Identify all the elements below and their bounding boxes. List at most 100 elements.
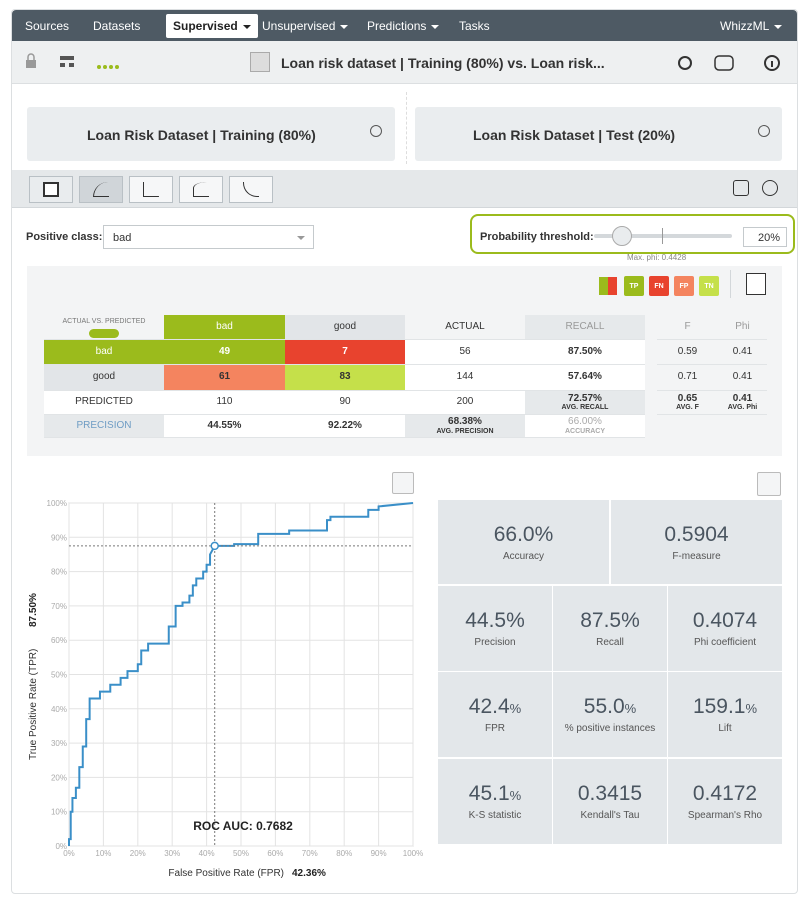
tree-icon-node [69,63,74,67]
matrix-cell: 66.00% ACCURACY [525,415,645,438]
nav-label: Supervised [173,19,238,33]
legend-chip[interactable]: FN [649,276,669,296]
cell-caption: ACCURACY [564,427,606,435]
legend-chip[interactable]: TN [699,276,719,296]
x-axis-title: False Positive Rate (FPR) [168,868,284,879]
nav-item[interactable]: Predictions [367,19,440,33]
tab-lift[interactable] [229,176,273,203]
slider-knob[interactable] [612,226,632,246]
matrix-cell: 0.41 [718,340,767,365]
x-tick-label: 10% [95,849,111,858]
cell-value: 72.57% [568,392,602,404]
matrix-cell: 49 [164,340,285,365]
legend-chip[interactable]: TP [624,276,644,296]
metric-number: 45.1 [468,782,510,805]
x-tick-label: 30% [164,849,180,858]
evaluation-icon [250,52,270,72]
threshold-label: Probability threshold: [480,231,594,243]
tab-precision[interactable] [129,176,173,203]
dataset-box[interactable]: Loan Risk Dataset | Test (20%) [415,107,782,161]
metric-tile: 42.4% FPR [438,672,552,757]
divider [406,92,407,164]
nav-item[interactable]: Tasks [459,19,490,33]
x-tick-label: 40% [199,849,215,858]
nav-item[interactable]: Supervised [166,14,258,38]
slider-max-marker [662,228,663,244]
nav-label: Datasets [93,19,141,33]
metric-tile: 159.1% Lift [668,672,782,757]
nav-item[interactable]: Datasets [93,19,140,33]
metric-number: 0.4074 [692,609,758,632]
tab-matrix[interactable] [29,176,73,203]
metric-unit: % [509,788,522,803]
caret [340,24,349,29]
matrix-cell: 0.59 [657,340,718,365]
nav-label: Sources [25,19,70,33]
metric-number: 44.5% [465,609,525,632]
legend-icon [599,277,617,295]
y-tick-label: 90% [51,533,67,542]
metric-label: Recall [596,637,624,648]
matrix-cell: good [285,315,405,340]
divider [730,270,731,298]
threshold-input[interactable]: 20% [743,227,787,247]
select-value: bad [113,232,132,244]
matrix-cell: PREDICTED [44,391,164,415]
metric-number: 66.0% [493,522,554,546]
legend-chip[interactable]: FP [674,276,694,296]
cell-value: 0.65 [677,392,698,404]
metric-tile: 45.1% K-S statistic [438,759,552,844]
status-dot [115,65,119,69]
x-tick-label: 90% [371,849,387,858]
y-tick-label: 50% [51,671,67,680]
metric-number: 0.4172 [692,782,758,805]
y-tick-label: 100% [47,499,67,508]
tab-roc[interactable] [79,176,123,203]
positive-class-select[interactable]: bad [103,225,314,249]
toolbar-icons-right [678,55,780,71]
scatter-toggle[interactable] [392,472,414,494]
matrix-cell: 44.55% [164,415,285,438]
cluster-icon[interactable] [762,180,778,196]
metric-number: 55.0 [583,695,625,718]
caret [774,24,783,29]
download-icon[interactable] [746,273,766,295]
nav-item[interactable]: Unsupervised [262,19,349,33]
tree-icon[interactable] [60,56,74,60]
nav-item[interactable]: Sources [25,19,69,33]
metric-label: Accuracy [502,550,545,562]
corner-label: ACTUAL VS. PREDICTED [62,318,146,325]
threshold-value: 20% [757,232,780,244]
png-export[interactable] [757,472,781,496]
tab-icon [143,182,159,197]
percent-icon[interactable] [733,180,749,196]
reevaluate-icon[interactable] [678,56,692,70]
formula-icon[interactable] [714,55,734,71]
matrix-cell: ACTUAL [405,315,525,340]
metric-label: Lift [718,723,732,734]
metric-value: 0.4074 [693,609,757,633]
matrix-cell: 87.50% [525,340,645,365]
matrix-cell: 200 [405,391,525,415]
toggle[interactable] [89,329,119,339]
metric-value: 44.5% [465,609,525,633]
caret [297,236,305,240]
y-tick-label: 20% [51,773,67,782]
lock-icon[interactable] [26,60,36,68]
matrix-cell: 92.22% [285,415,405,438]
info-icon[interactable] [764,55,780,71]
metric-label: Kendall's Tau [580,810,640,821]
toggle-icon[interactable] [370,125,382,137]
toolbar-icons-left [26,53,119,69]
nav-label: Predictions [367,19,427,33]
toggle-icon[interactable] [758,125,770,137]
slider-track [594,234,732,238]
nav-item[interactable]: WhizzML [720,19,783,33]
metric-unit: % [745,701,758,716]
dataset-box[interactable]: Loan Risk Dataset | Training (80%) [27,107,395,161]
metric-tile: 87.5% Recall [553,586,667,671]
x-tick-label: 50% [233,849,249,858]
tab-gain[interactable] [179,176,223,203]
nav-label: Tasks [459,19,490,33]
lock-shackle [27,53,35,60]
